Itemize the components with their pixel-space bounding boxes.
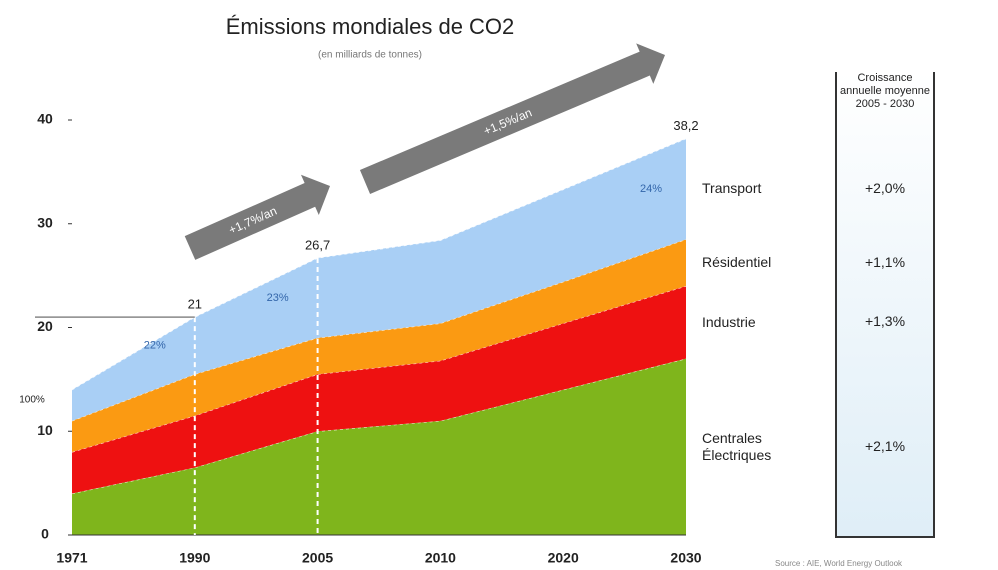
x-tick-label: 1990 (179, 550, 210, 566)
total-label: 21 (188, 297, 202, 312)
share-label: 24% (640, 183, 662, 195)
x-tick-label: 1971 (56, 550, 87, 566)
y-tick-label: 10 (37, 422, 53, 438)
total-label: 26,7 (305, 237, 330, 252)
arrow-shape (359, 43, 666, 194)
growth-rate: +2,1% (864, 437, 906, 454)
area (72, 358, 686, 535)
area (72, 138, 686, 421)
growth-rate: +2,0% (864, 179, 906, 196)
growth-header: Croissance annuelle moyenne 2005 - 2030 (840, 72, 930, 110)
y-tick-label: 20 (37, 318, 53, 334)
series-label: Industrie (702, 313, 756, 330)
x-tick-label: 2030 (670, 550, 701, 566)
x-tick-label: 2005 (302, 550, 333, 566)
total-label: 38,2 (673, 118, 698, 133)
y-tick-label: 0 (41, 526, 49, 542)
chart-title: Émissions mondiales de CO2 (226, 14, 515, 39)
area-edge (71, 238, 687, 422)
growth-arrow: +1,7%/an (184, 174, 330, 260)
area (72, 286, 686, 494)
area-edge (71, 138, 687, 391)
arrow-shape (184, 174, 330, 260)
growth-rate: +1,3% (864, 313, 906, 330)
x-tick-label: 2020 (548, 550, 579, 566)
growth-panel: Croissance annuelle moyenne 2005 - 2030 … (835, 72, 935, 538)
series-label: Transport (702, 180, 762, 197)
series-label: Résidentiel (702, 254, 772, 271)
source: Source : AIE, World Energy Outlook (775, 559, 903, 568)
series-label: Centrales Électriques (702, 429, 772, 463)
share-label: 23% (267, 292, 289, 304)
chart-subtitle: (en milliards de tonnes) (318, 50, 422, 61)
share-label: 22% (144, 340, 166, 352)
x-tick-label: 2010 (425, 550, 456, 566)
growth-rate: +1,1% (864, 253, 906, 270)
y-tick-label: 40 (37, 111, 53, 127)
base-label: 100% (19, 394, 45, 405)
y-tick-label: 30 (37, 214, 53, 230)
